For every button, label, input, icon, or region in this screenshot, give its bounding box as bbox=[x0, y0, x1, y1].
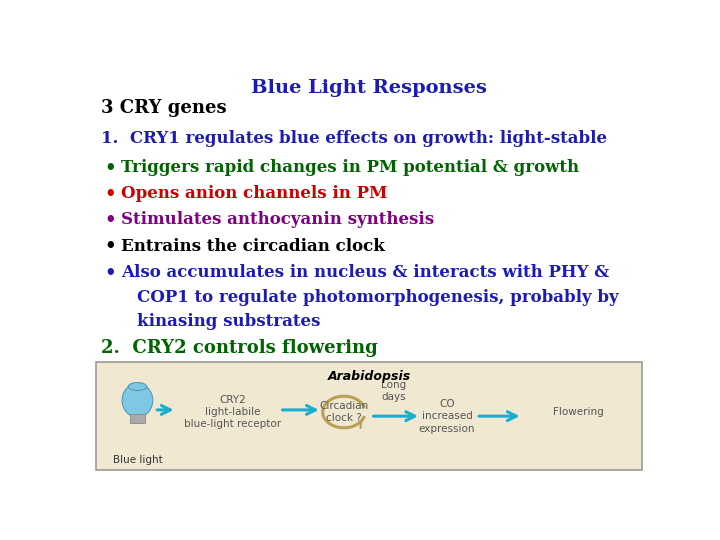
Text: Blue light: Blue light bbox=[112, 455, 162, 465]
Text: Circadian
clock ?: Circadian clock ? bbox=[319, 401, 369, 423]
Text: Opens anion channels in PM: Opens anion channels in PM bbox=[121, 185, 387, 202]
Text: •: • bbox=[104, 185, 116, 202]
Text: Arabidopsis: Arabidopsis bbox=[328, 369, 410, 382]
Text: •: • bbox=[104, 264, 116, 282]
Text: Flowering: Flowering bbox=[553, 407, 603, 417]
Text: •: • bbox=[104, 211, 116, 229]
Ellipse shape bbox=[128, 382, 147, 390]
Text: Stimulates anthocyanin synthesis: Stimulates anthocyanin synthesis bbox=[121, 211, 434, 228]
Text: kinasing substrates: kinasing substrates bbox=[138, 313, 321, 330]
Text: 2.  CRY2 controls flowering: 2. CRY2 controls flowering bbox=[101, 339, 378, 357]
Text: CO
increased
expression: CO increased expression bbox=[419, 399, 475, 434]
Text: Blue Light Responses: Blue Light Responses bbox=[251, 79, 487, 97]
Text: •: • bbox=[104, 237, 116, 255]
Text: Also accumulates in nucleus & interacts with PHY &: Also accumulates in nucleus & interacts … bbox=[121, 264, 609, 281]
Text: 1.  CRY1 regulates blue effects on growth: light-stable: 1. CRY1 regulates blue effects on growth… bbox=[101, 130, 607, 147]
Text: 3 CRY genes: 3 CRY genes bbox=[101, 99, 227, 118]
Text: Entrains the circadian clock: Entrains the circadian clock bbox=[121, 238, 384, 254]
FancyBboxPatch shape bbox=[130, 414, 145, 423]
Text: Long
days: Long days bbox=[382, 380, 407, 402]
Ellipse shape bbox=[122, 383, 153, 417]
Text: •: • bbox=[104, 159, 116, 177]
FancyBboxPatch shape bbox=[96, 362, 642, 470]
Text: CRY2
light-labile
blue-light receptor: CRY2 light-labile blue-light receptor bbox=[184, 395, 281, 429]
Text: COP1 to regulate photomorphogenesis, probably by: COP1 to regulate photomorphogenesis, pro… bbox=[138, 289, 619, 306]
Text: Triggers rapid changes in PM potential & growth: Triggers rapid changes in PM potential &… bbox=[121, 159, 579, 176]
